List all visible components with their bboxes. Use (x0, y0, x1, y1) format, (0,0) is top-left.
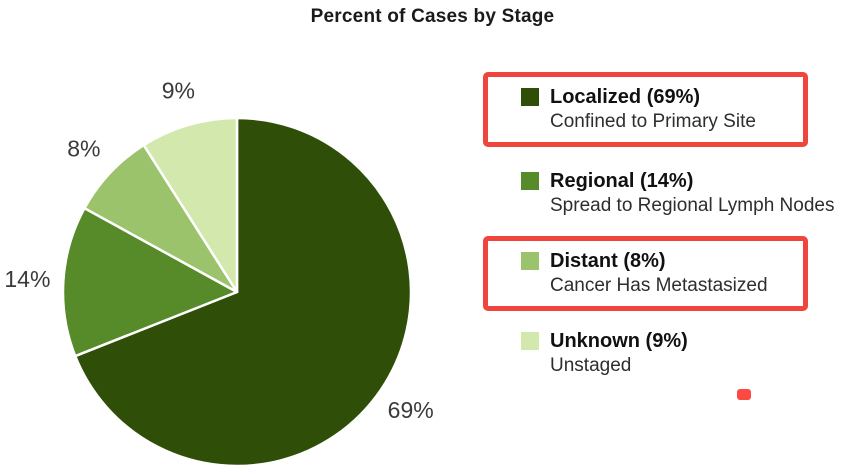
legend-text-distant: Distant (8%) Cancer Has Metastasized (550, 249, 768, 298)
red-marker-dot (737, 389, 751, 400)
legend-item-unknown: Unknown (9%) Unstaged (483, 321, 808, 386)
legend-label-unknown: Unknown (9%) (550, 330, 688, 352)
pie-slice-regional (61, 206, 239, 358)
legend-swatch-unknown (521, 332, 539, 350)
pie-slice-localized (73, 116, 413, 468)
legend-label-localized: Localized (69%) (550, 86, 701, 108)
legend: Localized (69%) Confined to Primary Site… (483, 72, 834, 386)
pie-percent-label-distant: 8% (67, 135, 100, 161)
legend-desc-localized: Confined to Primary Site (550, 111, 756, 132)
legend-text-localized: Localized (69%) Confined to Primary Site (550, 85, 756, 134)
pie-percent-label-unknown: 9% (162, 77, 195, 103)
pie-percent-label-localized: 69% (388, 397, 434, 423)
legend-label-distant: Distant (8%) (550, 250, 666, 272)
pie-slice-unknown (142, 116, 239, 294)
legend-desc-regional: Spread to Regional Lymph Nodes (550, 195, 835, 216)
legend-item-distant: Distant (8%) Cancer Has Metastasized (483, 236, 808, 311)
pie-percent-label-regional: 14% (4, 266, 50, 292)
legend-item-localized: Localized (69%) Confined to Primary Site (483, 72, 808, 147)
legend-swatch-distant (521, 252, 539, 270)
chart-title: Percent of Cases by Stage (310, 6, 555, 27)
legend-label-regional: Regional (14%) (550, 170, 694, 192)
legend-text-unknown: Unknown (9%) Unstaged (550, 329, 688, 378)
legend-desc-unknown: Unstaged (550, 355, 632, 376)
legend-item-regional: Regional (14%) Spread to Regional Lymph … (483, 161, 834, 226)
legend-desc-distant: Cancer Has Metastasized (550, 275, 768, 296)
legend-swatch-regional (521, 172, 539, 190)
legend-text-regional: Regional (14%) Spread to Regional Lymph … (550, 169, 834, 218)
legend-swatch-localized (521, 88, 539, 106)
